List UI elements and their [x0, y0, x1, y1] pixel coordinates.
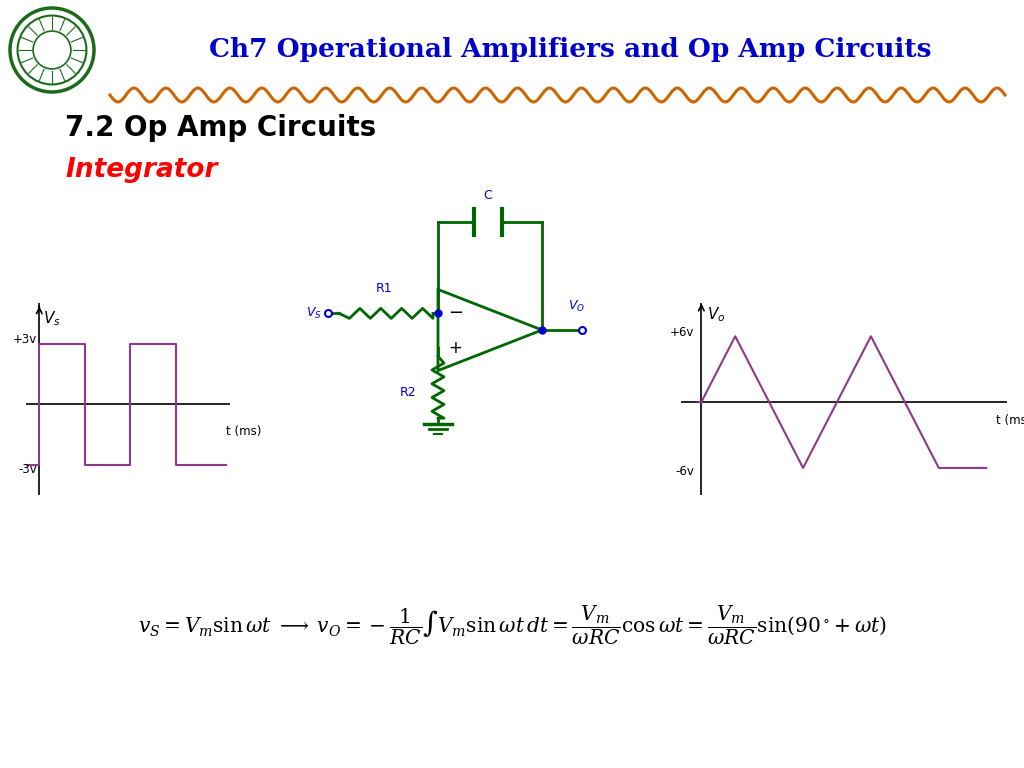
Text: Integrator: Integrator — [65, 157, 217, 183]
Text: Ch7 Operational Amplifiers and Op Amp Circuits: Ch7 Operational Amplifiers and Op Amp Ci… — [209, 38, 931, 62]
Text: +6v: +6v — [670, 326, 694, 339]
Text: $v_S = V_m \sin\omega t$$\;\longrightarrow\;$$v_O = -\dfrac{1}{RC}\int V_m \sin\: $v_S = V_m \sin\omega t$$\;\longrightarr… — [137, 603, 887, 647]
Text: +: + — [449, 339, 462, 357]
Text: R1: R1 — [376, 283, 393, 296]
Text: C: C — [483, 189, 493, 202]
Text: -6v: -6v — [676, 465, 694, 478]
Circle shape — [10, 8, 94, 92]
Text: t (ms): t (ms) — [226, 425, 261, 438]
Text: -3v: -3v — [18, 462, 37, 475]
Circle shape — [17, 15, 86, 84]
Text: 7.2 Op Amp Circuits: 7.2 Op Amp Circuits — [65, 114, 376, 142]
Circle shape — [33, 31, 71, 69]
Text: $V_o$: $V_o$ — [707, 306, 725, 324]
Text: $V_S$: $V_S$ — [306, 306, 322, 321]
Text: t (ms): t (ms) — [996, 414, 1024, 427]
Text: $V_O$: $V_O$ — [568, 299, 586, 314]
Text: +3v: +3v — [12, 333, 37, 346]
Text: $V_s$: $V_s$ — [43, 310, 60, 328]
Text: −: − — [449, 304, 463, 323]
Text: R2: R2 — [399, 386, 416, 399]
